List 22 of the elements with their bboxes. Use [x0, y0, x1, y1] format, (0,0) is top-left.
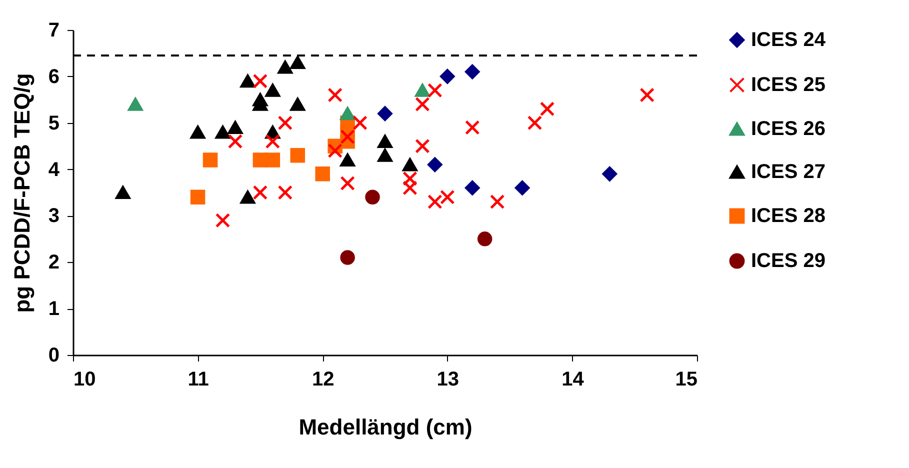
- x-tick-label: 13: [436, 368, 460, 390]
- y-tick-label: 6: [48, 66, 60, 88]
- legend-label: ICES 24: [751, 29, 826, 51]
- x-tick-label: 11: [188, 368, 209, 390]
- y-tick-label: 1: [48, 298, 60, 320]
- legend-label: ICES 25: [751, 74, 826, 96]
- x-axis-title: Medellängd (cm): [298, 414, 472, 440]
- x-tick-label: 10: [74, 368, 96, 390]
- legend-label: ICES 28: [751, 205, 826, 227]
- y-tick-label: 7: [48, 20, 60, 42]
- y-tick-label: 5: [48, 112, 60, 134]
- x-tick-label: 12: [312, 368, 334, 390]
- y-axis-title: pg PCDD/F-PCB TEQ/g: [9, 73, 34, 313]
- legend-label: ICES 29: [751, 250, 826, 272]
- y-tick-label: 2: [48, 252, 60, 274]
- y-tick-label: 0: [48, 344, 60, 366]
- x-tick-label: 14: [562, 368, 585, 390]
- legend-label: ICES 27: [751, 161, 826, 183]
- x-tick-label: 15: [675, 368, 698, 390]
- y-tick-label: 4: [48, 158, 60, 181]
- legend-label: ICES 26: [751, 118, 826, 140]
- y-tick-label: 3: [48, 205, 60, 228]
